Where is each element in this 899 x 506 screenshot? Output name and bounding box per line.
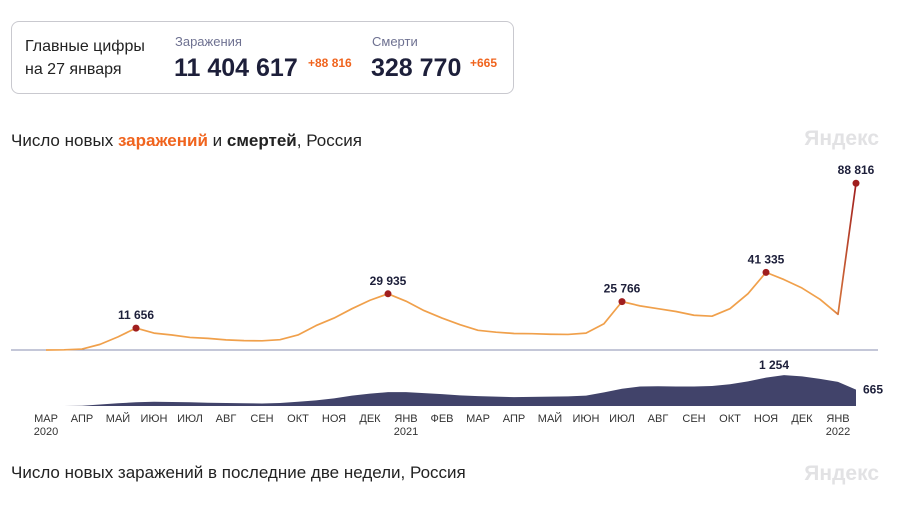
x-tick-label: ДЕК [359, 413, 381, 425]
summary-title: Главные цифры [25, 38, 145, 55]
x-year-label: 2022 [826, 426, 850, 438]
title-part: Число новых [11, 131, 118, 150]
title-part: смертей [226, 131, 297, 150]
x-tick-label: ИЮН [573, 413, 600, 425]
x-tick-label: АПР [71, 413, 93, 425]
x-tick-label: АВГ [216, 413, 237, 425]
summary-date: на 27 января [25, 61, 122, 78]
peak-dot [384, 290, 392, 298]
data-label: 665 [863, 383, 883, 397]
x-tick-label: ЯНВ [394, 413, 417, 425]
x-tick-label: АВГ [648, 413, 669, 425]
x-tick-label: ДЕК [791, 413, 813, 425]
summary-card [11, 21, 514, 94]
cases-delta: +88 816 [308, 56, 352, 70]
title-part: , Россия [296, 131, 362, 150]
x-tick-label: ФЕВ [430, 413, 453, 425]
x-tick-label: НОЯ [754, 413, 778, 425]
x-tick-label: НОЯ [322, 413, 346, 425]
data-label: 11 656 [118, 308, 154, 322]
cases-line [45, 183, 857, 351]
x-tick-label: МАР [34, 413, 58, 425]
brand-watermark: Яндекс [804, 462, 879, 485]
x-year-label: 2020 [34, 426, 58, 438]
x-tick-label: ИЮН [141, 413, 168, 425]
cases-total: 11 404 617 [174, 54, 298, 82]
x-tick-label: ИЮЛ [177, 413, 203, 425]
x-tick-label: МАЙ [538, 412, 562, 425]
deaths-label: Смерти [372, 34, 418, 49]
x-year-label: 2021 [394, 426, 418, 438]
footer-title: Число новых заражений в последние две не… [11, 463, 466, 482]
peak-dot [618, 298, 626, 306]
x-tick-label: ЯНВ [826, 413, 849, 425]
x-tick-label: МАР [466, 413, 490, 425]
deaths-area [46, 375, 856, 406]
x-tick-label: СЕН [682, 413, 705, 425]
brand-watermark: Яндекс [804, 127, 879, 150]
cases-label: Заражения [175, 34, 242, 49]
data-label: 41 335 [748, 252, 785, 266]
x-tick-label: СЕН [250, 413, 273, 425]
title-part: заражений [117, 131, 208, 150]
deaths-delta: +665 [470, 56, 498, 70]
peak-dot [132, 324, 140, 332]
peak-dot [852, 179, 860, 187]
x-tick-label: ОКТ [719, 413, 741, 425]
data-label: 1 254 [759, 358, 789, 372]
chart-title: Число новых заражений и смертей, Россия [11, 131, 362, 151]
data-label: 25 766 [604, 282, 641, 296]
peak-dot [762, 268, 770, 276]
data-label: 88 816 [838, 163, 875, 177]
x-tick-label: МАЙ [106, 412, 130, 425]
x-tick-label: ИЮЛ [609, 413, 635, 425]
deaths-total: 328 770 [371, 54, 462, 82]
data-label: 29 935 [370, 274, 407, 288]
x-tick-label: АПР [503, 413, 525, 425]
x-tick-label: ОКТ [287, 413, 309, 425]
title-part: и [207, 131, 227, 150]
